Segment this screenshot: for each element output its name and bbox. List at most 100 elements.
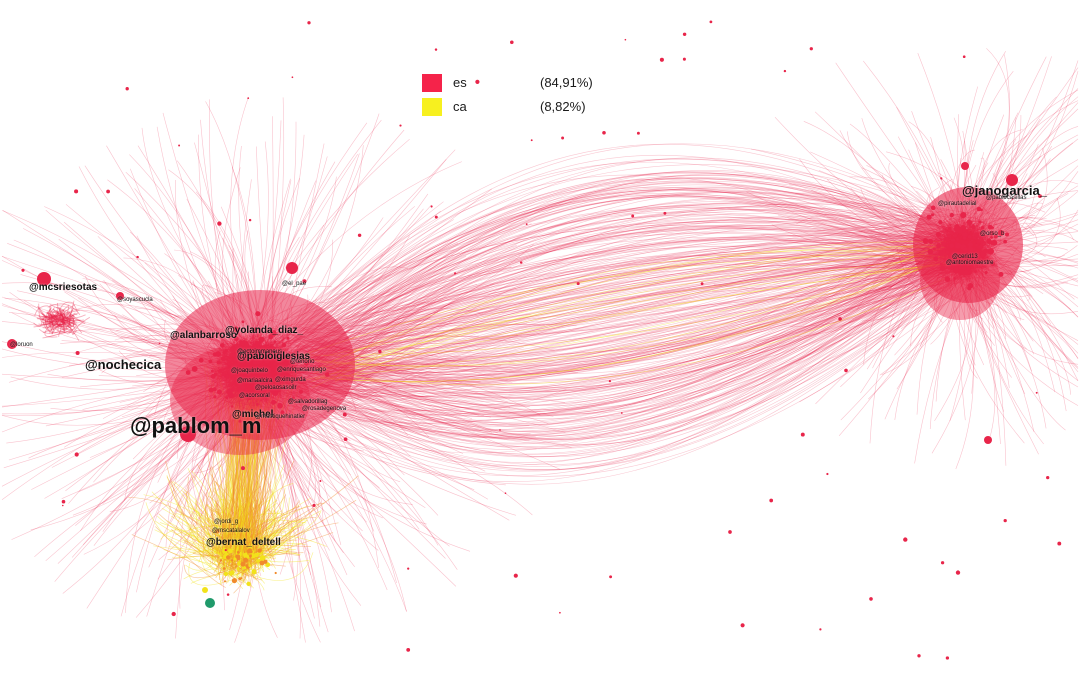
edge [268,505,300,551]
edge [309,236,939,454]
node [274,571,277,575]
node [430,205,433,208]
edge [224,484,240,557]
edge [275,211,940,371]
edge [213,519,238,554]
edge [238,546,300,557]
edge [271,281,949,385]
edge [300,216,962,373]
edge [202,555,239,576]
edge [275,208,951,361]
edge [275,223,949,323]
edge [194,501,234,569]
edge [230,523,269,567]
edge [281,232,962,380]
edge [274,194,971,347]
edge [230,528,243,567]
edge [290,217,950,370]
edge [294,241,946,404]
edge [315,260,967,370]
edge [157,515,234,557]
edge [286,235,974,357]
edge [289,261,949,393]
edge [297,247,991,470]
edge [320,255,970,381]
edge [301,203,968,373]
node [221,372,225,376]
node [210,369,214,373]
edge [288,250,960,403]
edge [250,538,276,560]
edge [283,221,972,359]
edge [283,177,980,362]
edge [301,224,948,376]
edge [237,498,249,546]
edge [264,268,966,395]
edge [236,535,327,552]
edge [287,231,946,370]
edge [275,220,956,359]
edge [206,503,235,541]
edge [175,498,222,556]
node [249,554,252,558]
edge [288,226,959,466]
edge [212,445,225,563]
edge [303,276,967,403]
edge [286,259,967,414]
edge [288,232,960,413]
edge [282,256,945,455]
node [819,628,822,631]
node-label-enriquesantiago: @enriquesantiago [277,367,326,373]
edge [284,188,962,362]
edge [287,202,979,399]
edge [286,235,954,394]
node [240,466,246,471]
node [936,243,942,249]
edge [281,158,944,351]
edge [292,257,935,365]
edge [287,247,958,391]
edge [289,228,961,355]
edge [269,231,970,394]
edge [322,241,963,396]
edge [293,238,990,363]
edge [240,534,256,565]
node [955,570,961,575]
edge [224,521,297,571]
edge [221,499,236,570]
edge [307,236,976,377]
edge [291,249,957,358]
node [978,220,982,224]
edge [320,241,975,378]
edge [329,235,948,380]
edge [303,241,959,482]
edge [287,201,956,385]
edge [279,220,982,372]
node [978,244,983,249]
node [454,272,457,275]
edge [287,259,959,418]
edge [303,241,973,429]
node [291,76,294,79]
edge [320,240,957,449]
node [255,311,261,317]
edge [286,251,955,391]
edge [258,196,949,376]
edge [210,510,264,537]
node [927,248,934,255]
edge [166,475,252,587]
node-label-left-mid: @soyascucla [117,297,153,303]
edge [225,553,265,591]
edge [233,543,301,547]
edge [291,194,974,379]
edge [245,502,250,571]
edge [213,545,235,557]
edge [202,536,225,558]
node-label-cat-1: @jordi_g [214,519,239,525]
edge [297,184,982,352]
edge [225,483,243,551]
edge [240,473,275,561]
edge [226,493,247,558]
edge [296,245,969,395]
edge [246,518,260,569]
